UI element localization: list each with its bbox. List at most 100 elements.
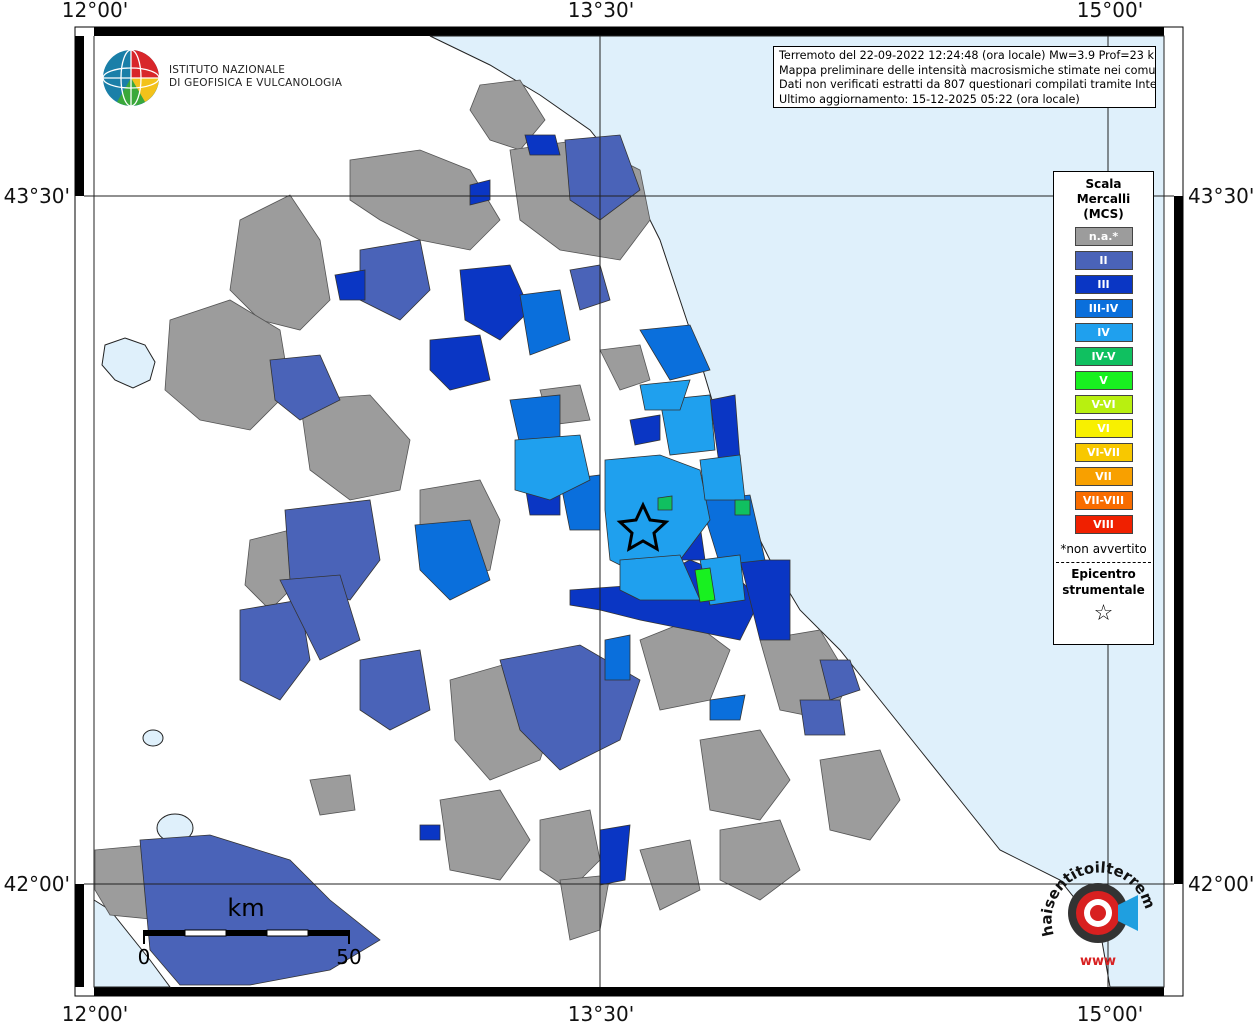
lake-trasimeno [101, 337, 156, 389]
frame-white-top-a [94, 27, 600, 36]
legend-item-vii-viii: VII-VIII [1074, 491, 1133, 510]
frame-bar-bottom [94, 987, 1164, 996]
epicenter-star [616, 501, 670, 552]
legend-note: *non avvertito [1060, 542, 1147, 556]
lon-label-bottom-2: 13°30' [568, 1002, 634, 1024]
legend-item-v: V [1074, 371, 1133, 390]
ingv-globe-icon [102, 49, 160, 107]
area-na [599, 344, 651, 391]
area-III [469, 179, 491, 206]
area-II [239, 599, 311, 701]
frame-bar-left-b [75, 884, 84, 987]
legend-title-line3: (MCS) [1083, 207, 1124, 221]
lon-label-top-2: 13°30' [568, 0, 634, 22]
event-info-line1: Terremoto del 22-09-2022 12:24:48 (ora l… [779, 49, 1156, 62]
legend-title-line1: Scala [1085, 177, 1122, 191]
legend-items: n.a.* II III III-IV IV IV-V V V-VI VI VI-VII VII VI… [1054, 227, 1153, 534]
event-info-line4: Ultimo aggiornamento: 15-12-2025 05:22 (… [779, 92, 1080, 106]
ingv-logo [101, 48, 331, 110]
area-IV [639, 379, 691, 411]
municipalities-III-IV [414, 289, 766, 721]
area-na [439, 789, 531, 881]
area-II [819, 659, 861, 701]
lat-label-right-2: 42°00' [1188, 872, 1254, 896]
legend-item-iv-v: IV-V [1074, 347, 1133, 366]
map-area: km 0 50 [84, 35, 1174, 988]
legend-title-line2: Mercalli [1076, 192, 1131, 206]
area-II [139, 834, 381, 986]
area-III-IV [604, 634, 631, 681]
municipalities-II [139, 134, 861, 986]
area-na [819, 749, 901, 841]
area-II [279, 574, 361, 661]
area-na [699, 729, 791, 821]
hst-logo: haisentitoilterremoto.it www [1029, 841, 1166, 973]
lat-label-right-1: 43°30' [1188, 184, 1254, 208]
lat-label-left-1: 43°30' [4, 184, 70, 208]
ingv-name-line1: ISTITUTO NAZIONALE [169, 64, 286, 76]
hst-logo-www: www [1080, 954, 1116, 969]
legend-epicenter-line2: strumentale [1062, 583, 1145, 597]
legend-item-iii: III [1074, 275, 1133, 294]
area-III [459, 264, 531, 341]
ingv-name-line2: DI GEOFISICA E VULCANOLOGIA [169, 77, 343, 89]
event-info-box: Terremoto del 22-09-2022 12:24:48 (ora l… [773, 46, 1156, 108]
area-na [539, 809, 601, 891]
area-IV [699, 454, 746, 501]
scale-bar-start: 0 [138, 945, 151, 969]
frame-white-top-b [600, 27, 1108, 36]
area-na [229, 194, 331, 331]
area-IV [514, 434, 591, 501]
area-III-IV [519, 289, 571, 356]
legend-star-icon: ☆ [1093, 601, 1114, 626]
area-na [719, 819, 801, 901]
event-info-line3: Dati non verificati estratti da 807 ques… [779, 78, 1156, 91]
lon-label-top-1: 12°00' [62, 0, 128, 22]
lon-label-top-3: 15°00' [1077, 0, 1143, 22]
area-na [309, 774, 356, 816]
scale-bar-seg-5 [308, 930, 349, 936]
scale-bar-seg-3 [226, 930, 267, 936]
area-II [269, 354, 341, 421]
legend-title: Scala Mercalli (MCS) [1054, 177, 1153, 222]
scale-bar-unit: km [227, 894, 264, 922]
area-na [639, 839, 701, 911]
scale-bar-seg-4 [266, 929, 309, 937]
area-IV-V [657, 495, 673, 511]
area-III-IV [414, 519, 491, 601]
hst-logo-icon: haisentitoilterremoto.it www [1029, 841, 1159, 969]
area-II [359, 649, 431, 731]
legend-item-v-vi: V-VI [1074, 395, 1133, 414]
area-III [629, 414, 661, 446]
lake-small-1 [142, 729, 164, 747]
area-III-IV [639, 324, 711, 381]
area-II [564, 134, 641, 221]
legend-epicenter-line1: Epicentro [1071, 567, 1136, 581]
area-V [694, 567, 716, 603]
scale-bar-end: 50 [336, 945, 361, 969]
area-III-IV [709, 694, 746, 721]
lon-label-bottom-1: 12°00' [62, 1002, 128, 1024]
area-III [524, 134, 561, 156]
area-III [419, 824, 441, 841]
area-III [429, 334, 491, 391]
scale-bar: km 0 50 [138, 894, 362, 969]
legend-item-iii-iv: III-IV [1074, 299, 1133, 318]
scale-bar-seg-1 [144, 930, 185, 936]
area-III [334, 269, 366, 301]
area-na [164, 299, 291, 431]
lat-label-left-2: 42°00' [4, 872, 70, 896]
frame-bar-left-a [75, 36, 84, 196]
area-III [739, 559, 791, 641]
legend-separator [1056, 562, 1151, 563]
legend-item-ii: II [1074, 251, 1133, 270]
event-info-line2: Mappa preliminare delle intensità macros… [779, 63, 1156, 77]
legend-item-vi-vii: VI-VII [1074, 443, 1133, 462]
legend-epicenter-label: Epicentro strumentale [1054, 566, 1153, 598]
area-IV [619, 554, 701, 601]
legend-item-viii: VIII [1074, 515, 1133, 534]
area-II [799, 699, 846, 736]
legend-item-vii: VII [1074, 467, 1133, 486]
lon-label-bottom-3: 15°00' [1077, 1002, 1143, 1024]
